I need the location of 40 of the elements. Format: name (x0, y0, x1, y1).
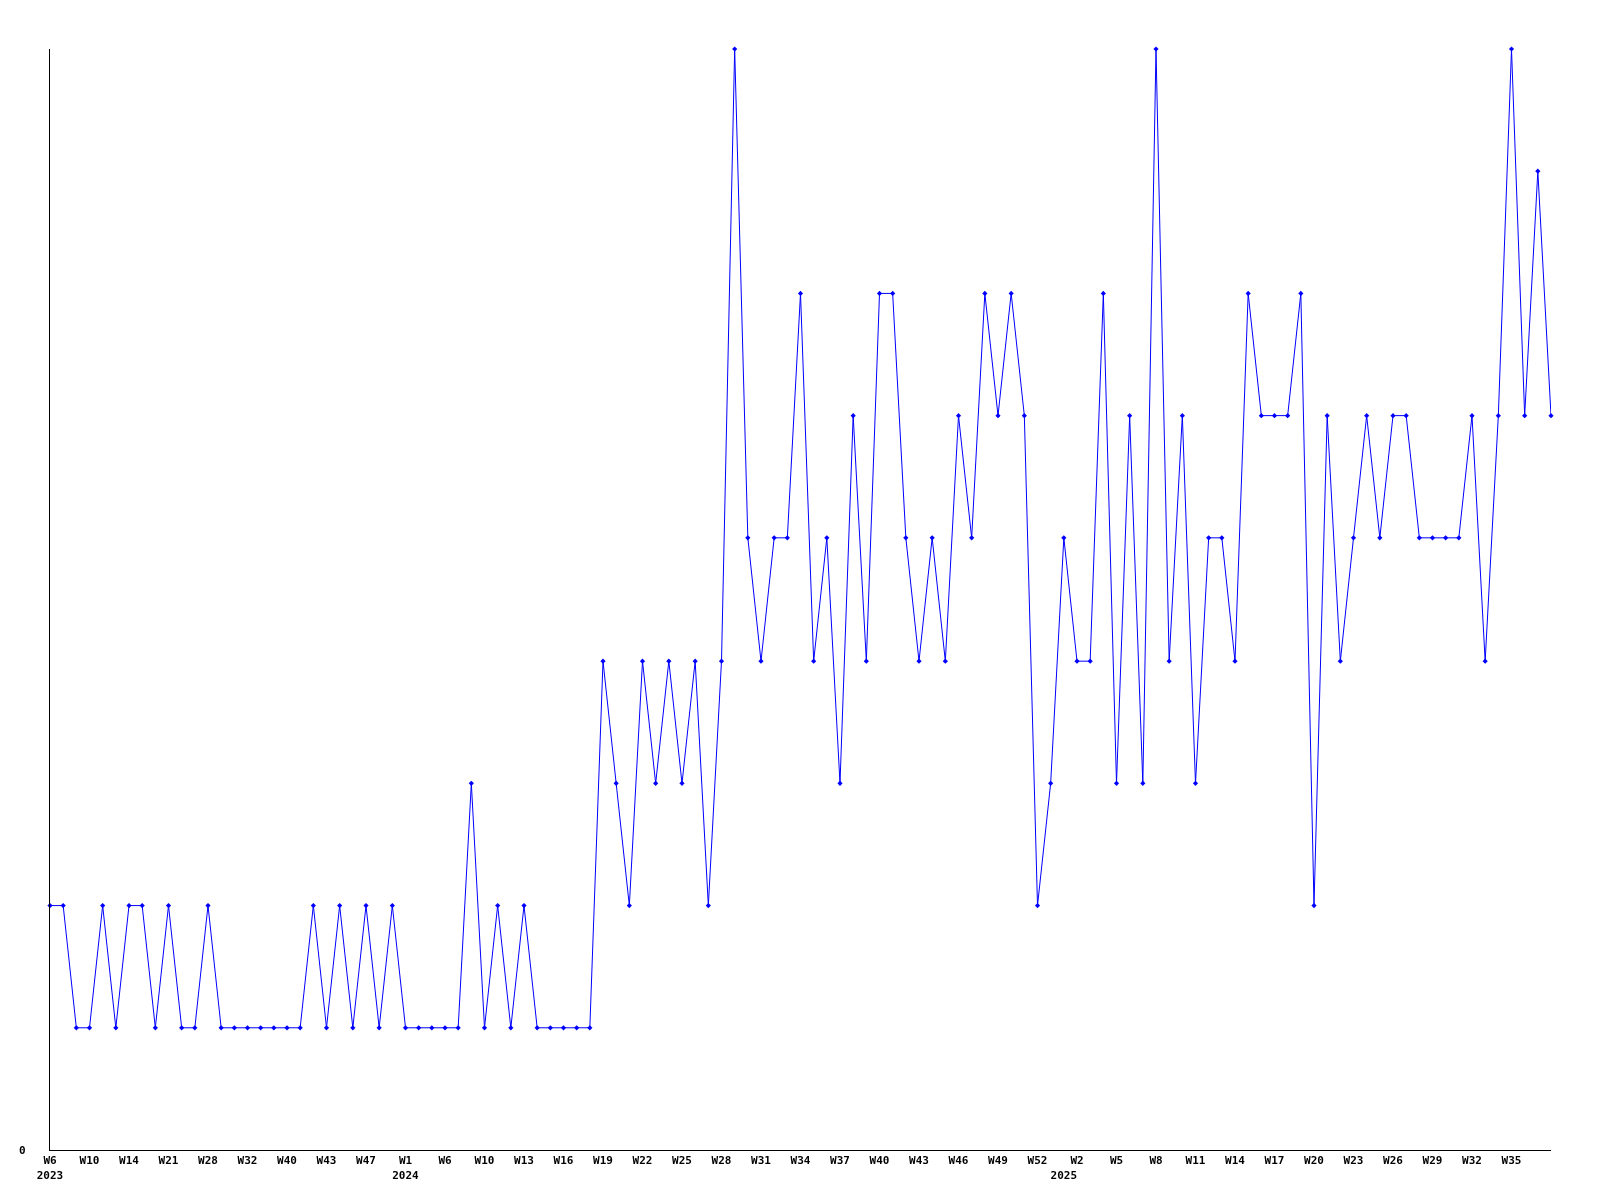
x-tick-label: W32 (1462, 1154, 1482, 1168)
x-tick-label: W26 (1383, 1154, 1404, 1168)
x-tick-label: W10 (474, 1154, 495, 1168)
x-tick-label: W28 (198, 1154, 218, 1168)
x-tick-label: W40 (277, 1154, 297, 1168)
x-tick-label: W17 (1264, 1154, 1285, 1168)
x-tick-label: W47 (356, 1154, 376, 1168)
x-tick-label: W29 (1422, 1154, 1443, 1168)
x-tick-label: W6 (438, 1154, 452, 1168)
x-tick-label: W28 (711, 1154, 732, 1168)
x-tick-label: W43 (316, 1154, 337, 1168)
x-tick-label: W14 (119, 1154, 140, 1168)
x-tick-label: W6 2023 (36, 1154, 64, 1182)
x-tick-label: W11 (1185, 1154, 1206, 1168)
x-tick-label: W25 (672, 1154, 692, 1168)
x-tick-label: W43 (909, 1154, 929, 1168)
x-tick-label: 2025 (1050, 1168, 1078, 1182)
text: 0 (19, 1144, 26, 1157)
x-tick-label: W32 (237, 1154, 258, 1168)
x-tick-label: W23 (1343, 1154, 1364, 1168)
x-tick-label: W1 2024 (392, 1154, 420, 1182)
x-tick-label: W52 (1027, 1154, 1048, 1168)
x-tick-label: W2 (1070, 1154, 1084, 1168)
x-tick-label: W8 (1149, 1154, 1163, 1168)
x-tick-label: W46 (948, 1154, 969, 1168)
x-tick-label: W19 (593, 1154, 613, 1168)
x-tick-label: W13 (514, 1154, 534, 1168)
x-tick-label: W49 (988, 1154, 1008, 1168)
x-tick-label: W14 (1225, 1154, 1246, 1168)
x-tick-label: W34 (790, 1154, 811, 1168)
x-tick-label: W10 (79, 1154, 100, 1168)
x-tick-label: W40 (869, 1154, 890, 1168)
x-tick-label: W20 (1304, 1154, 1324, 1168)
x-tick-label: W37 (830, 1154, 850, 1168)
x-tick-label: W35 (1501, 1154, 1522, 1168)
x-tick-label: W31 (751, 1154, 772, 1168)
x-tick-label: W21 (158, 1154, 179, 1168)
x-tick-label: W16 (553, 1154, 574, 1168)
x-tick-label: W5 (1109, 1154, 1124, 1168)
x-tick-label: W22 (632, 1154, 653, 1168)
